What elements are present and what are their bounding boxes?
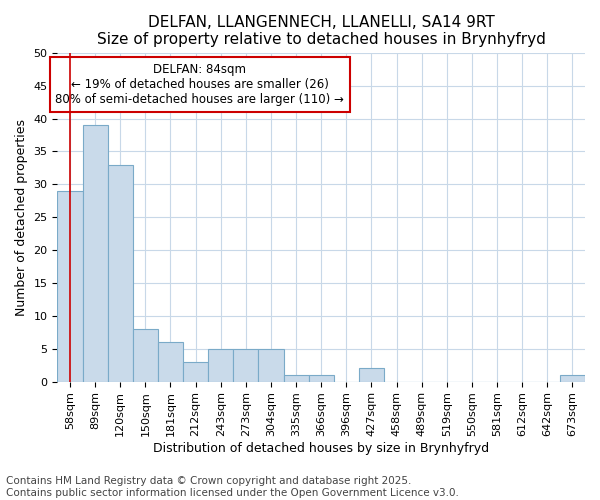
Bar — [359, 368, 384, 382]
Bar — [233, 348, 259, 382]
Bar — [208, 348, 233, 382]
Bar — [308, 375, 334, 382]
Bar — [560, 375, 585, 382]
Bar — [183, 362, 208, 382]
Bar — [107, 164, 133, 382]
Title: DELFAN, LLANGENNECH, LLANELLI, SA14 9RT
Size of property relative to detached ho: DELFAN, LLANGENNECH, LLANELLI, SA14 9RT … — [97, 15, 545, 48]
Bar — [83, 125, 107, 382]
Bar — [284, 375, 308, 382]
Y-axis label: Number of detached properties: Number of detached properties — [15, 118, 28, 316]
Bar — [158, 342, 183, 382]
X-axis label: Distribution of detached houses by size in Brynhyfryd: Distribution of detached houses by size … — [153, 442, 489, 455]
Text: DELFAN: 84sqm
← 19% of detached houses are smaller (26)
80% of semi-detached hou: DELFAN: 84sqm ← 19% of detached houses a… — [55, 62, 344, 106]
Bar — [259, 348, 284, 382]
Bar — [133, 329, 158, 382]
Bar — [58, 191, 83, 382]
Text: Contains HM Land Registry data © Crown copyright and database right 2025.
Contai: Contains HM Land Registry data © Crown c… — [6, 476, 459, 498]
